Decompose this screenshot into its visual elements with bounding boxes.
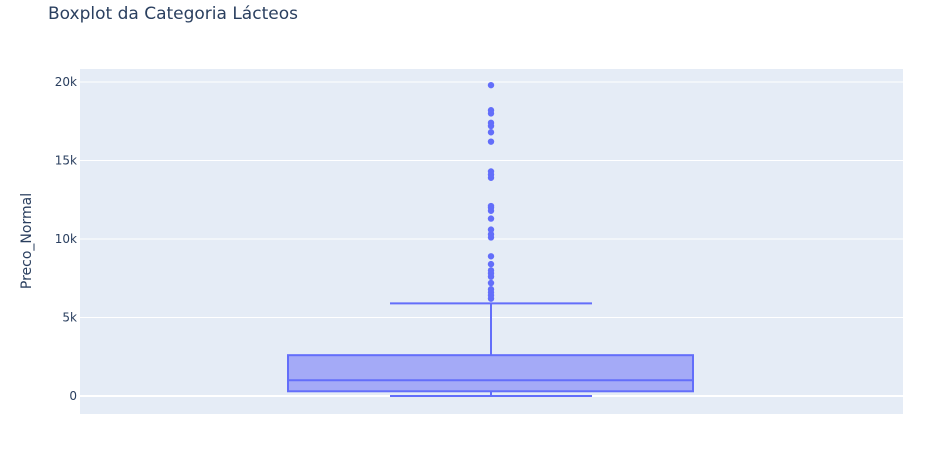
y-tick-label: 10k bbox=[55, 232, 77, 246]
outlier-point bbox=[487, 286, 495, 293]
y-tick-label: 0 bbox=[69, 389, 77, 403]
outlier-point bbox=[487, 279, 495, 287]
outlier-point bbox=[487, 129, 495, 136]
outlier-point bbox=[487, 231, 495, 238]
box-trace[interactable] bbox=[287, 81, 694, 397]
iqr-box bbox=[287, 354, 694, 393]
y-axis-label: Preco_Normal bbox=[19, 193, 35, 289]
outlier-point bbox=[487, 138, 495, 145]
y-axis-ticks: 0 5k 10k 15k 20k bbox=[55, 75, 77, 403]
outlier-point bbox=[487, 267, 495, 274]
outlier-point bbox=[487, 253, 495, 260]
y-tick-label: 15k bbox=[55, 154, 77, 168]
outlier-point bbox=[487, 81, 495, 89]
outlier-point bbox=[487, 260, 495, 268]
outlier-point bbox=[487, 119, 495, 127]
outlier-point bbox=[487, 202, 495, 210]
outlier-point bbox=[487, 107, 495, 114]
y-tick-label: 5k bbox=[62, 311, 77, 325]
chart-title: Boxplot da Categoria Lácteos bbox=[48, 4, 298, 24]
outlier-point bbox=[487, 215, 495, 222]
outlier-point bbox=[487, 168, 495, 175]
outlier-point bbox=[487, 226, 495, 233]
y-tick-label: 20k bbox=[55, 75, 77, 89]
